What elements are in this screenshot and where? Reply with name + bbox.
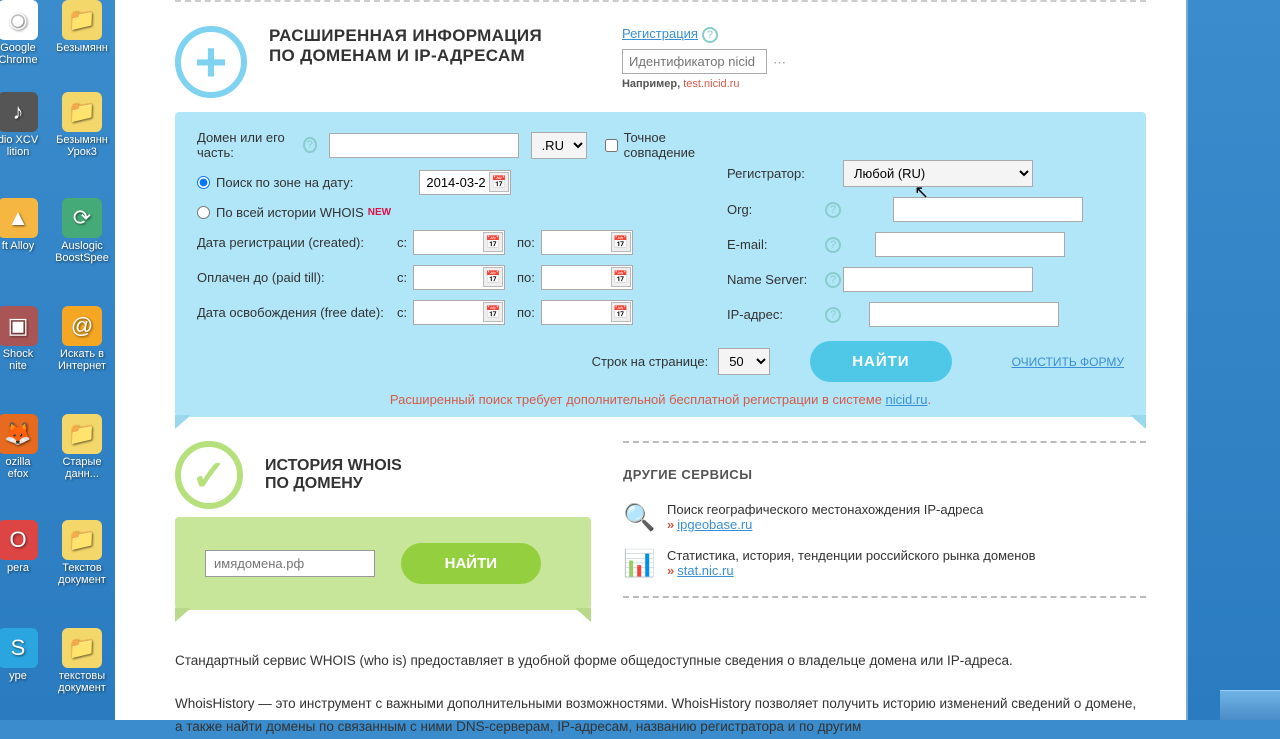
clear-form-link[interactable]: ОЧИСТИТЬ ФОРМУ [1012,355,1124,369]
help-icon[interactable]: ? [825,272,841,288]
page-header: РАСШИРЕННАЯ ИНФОРМАЦИЯ ПО ДОМЕНАМ И IP-А… [175,2,1146,112]
registration-link[interactable]: Регистрация [622,26,698,41]
domain-label: Домен или его часть: [197,130,299,160]
calendar-icon[interactable]: 📅 [611,302,631,322]
desktop-icon[interactable]: Opera [0,520,46,574]
zone-radio[interactable] [197,176,210,189]
desktop-icon[interactable]: 📁БезымяннУрок3 [54,92,110,158]
history-domain-input[interactable] [205,550,375,577]
desktop-icon[interactable]: @Искать вИнтернет [54,306,110,372]
nicid-input[interactable] [622,49,767,74]
rows-select[interactable]: 50 [718,348,770,375]
calendar-icon[interactable]: 📅 [483,302,503,322]
desktop-icon[interactable]: 📁Безымянн [54,0,110,54]
registration-block: Регистрация? ⋯ Например, test.nicid.ru [622,26,787,90]
rows-label: Строк на странице: [592,354,709,369]
plus-icon [175,26,247,98]
search-icon: 🔍 [623,502,653,532]
stat-service-text: Статистика, история, тенденции российско… [667,548,1036,563]
whois-history-block: ИСТОРИЯ WHOISПО ДОМЕНУ НАЙТИ [175,441,591,610]
help-icon[interactable]: ? [702,27,718,43]
find-button[interactable]: НАЙТИ [810,341,951,382]
check-icon [175,441,243,509]
browser-page: РАСШИРЕННАЯ ИНФОРМАЦИЯ ПО ДОМЕНАМ И IP-А… [115,0,1188,720]
desktop-icon[interactable]: ▲ft Alloy [0,198,46,252]
created-label: Дата регистрации (created): [197,235,397,250]
desktop-icon[interactable]: ⟳AuslogicBoostSpee [54,198,110,264]
exact-label: Точное совпадение [624,130,717,160]
chart-icon: 📊 [623,548,653,578]
desktop-icon[interactable]: 📁Старыеданн... [54,414,110,480]
history-radio[interactable] [197,206,210,219]
help-icon[interactable]: ? [825,237,841,253]
org-input[interactable] [893,197,1083,222]
statnic-link[interactable]: stat.nic.ru [677,563,733,578]
calendar-icon[interactable]: 📅 [489,172,509,192]
help-icon[interactable]: ? [303,137,317,153]
history-find-button[interactable]: НАЙТИ [401,543,541,584]
desktop-icon[interactable]: 📁текстовыдокумент [54,628,110,694]
registrar-select[interactable]: Любой (RU) [843,160,1033,187]
page-title: РАСШИРЕННАЯ ИНФОРМАЦИЯ ПО ДОМЕНАМ И IP-А… [269,26,542,66]
history-radio-label: По всей истории WHOIS [216,205,364,220]
zone-radio-label: Поиск по зоне на дату: [216,175,353,190]
desktop-icon[interactable]: ◉GoogleChrome [0,0,46,66]
desktop-icon[interactable]: ▣Shocknite [0,306,46,372]
ns-label: Name Server: [727,272,821,287]
email-input[interactable] [875,232,1065,257]
org-label: Org: [727,202,821,217]
ip-label: IP-адрес: [727,307,821,322]
description-p2: WhoisHistory — это инструмент с важными … [175,693,1146,739]
services-heading: ДРУГИЕ СЕРВИСЫ [623,467,1146,482]
desktop-icon[interactable]: ♪dio XCVlition [0,92,46,158]
nicid-link[interactable]: nicid.ru [886,392,928,407]
other-services: ДРУГИЕ СЕРВИСЫ 🔍 Поиск географического м… [623,441,1146,622]
example-link[interactable]: test.nicid.ru [683,78,739,90]
tld-select[interactable]: .RU [531,132,587,159]
new-badge: NEW [368,207,391,218]
desktop-icons: ◉GoogleChrome📁Безымянн♪dio XCVlition📁Без… [0,0,120,720]
free-label: Дата освобождения (free date): [197,305,397,320]
desktop-icon[interactable]: Sype [0,628,46,682]
advanced-search-form: Домен или его часть: ? .RU Точное совпад… [175,112,1146,417]
help-icon[interactable]: ? [825,202,841,218]
email-label: E-mail: [727,237,821,252]
calendar-icon[interactable]: 📅 [483,267,503,287]
desktop-icon[interactable]: 🦊ozillaefox [0,414,46,480]
registrar-label: Регистратор: [727,166,821,181]
calendar-icon[interactable]: 📅 [483,232,503,252]
calendar-icon[interactable]: 📅 [611,267,631,287]
help-icon[interactable]: ? [825,307,841,323]
paid-label: Оплачен до (paid till): [197,270,397,285]
registration-note: Расширенный поиск требует дополнительной… [197,392,1124,407]
taskbar [1220,690,1280,720]
description-p1: Стандартный сервис WHOIS (who is) предос… [175,650,1146,673]
desktop-icon[interactable]: 📁Текстовдокумент [54,520,110,586]
ns-input[interactable] [843,267,1033,292]
ipgeobase-link[interactable]: ipgeobase.ru [677,517,752,532]
geo-service-text: Поиск географического местонахождения IP… [667,502,983,517]
loading-icon: ⋯ [773,55,787,69]
ip-input[interactable] [869,302,1059,327]
domain-input[interactable] [329,133,519,158]
history-title: ИСТОРИЯ WHOISПО ДОМЕНУ [265,457,402,493]
calendar-icon[interactable]: 📅 [611,232,631,252]
exact-checkbox[interactable] [605,139,618,152]
